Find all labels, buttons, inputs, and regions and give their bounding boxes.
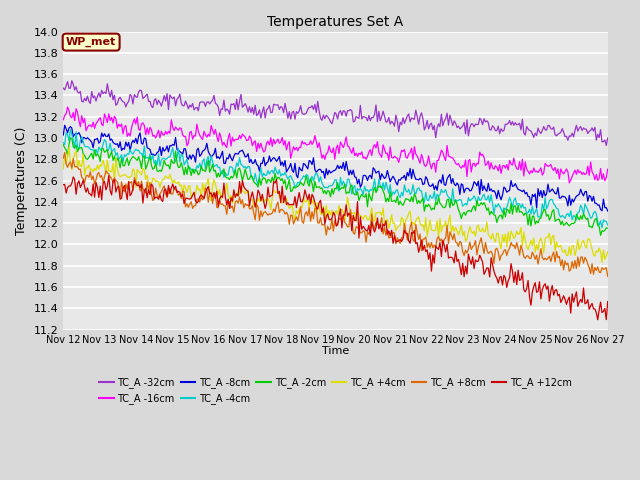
TC_A -8cm [530, 194, 538, 200]
TC_A -16cm [602, 175, 610, 180]
TC_A -32cm [530, 134, 538, 140]
TC_A -16cm [449, 155, 456, 161]
TC_A +4cm [65, 144, 73, 150]
TC_A -8cm [61, 122, 68, 128]
TC_A -2cm [602, 225, 610, 231]
TC_A +8cm [601, 266, 609, 272]
TC_A -8cm [60, 132, 67, 138]
TC_A -2cm [67, 135, 74, 141]
TC_A +12cm [602, 317, 610, 323]
TC_A -16cm [60, 117, 67, 123]
TC_A +12cm [105, 173, 113, 179]
Text: WP_met: WP_met [66, 37, 116, 47]
Title: Temperatures Set A: Temperatures Set A [268, 15, 404, 29]
TC_A +8cm [60, 156, 67, 161]
Line: TC_A +4cm: TC_A +4cm [63, 147, 608, 263]
TC_A +4cm [97, 162, 104, 168]
TC_A -2cm [60, 142, 67, 147]
TC_A -4cm [341, 182, 349, 188]
TC_A +4cm [341, 217, 349, 223]
TC_A +8cm [604, 274, 612, 279]
TC_A -16cm [341, 141, 349, 146]
TC_A -16cm [604, 167, 612, 172]
TC_A +12cm [95, 194, 102, 200]
TC_A -2cm [530, 213, 538, 219]
TC_A -4cm [60, 140, 67, 145]
TC_A -16cm [79, 120, 87, 126]
TC_A +4cm [449, 223, 456, 229]
TC_A -32cm [449, 123, 456, 129]
TC_A -2cm [79, 151, 87, 156]
Line: TC_A -2cm: TC_A -2cm [63, 138, 608, 235]
TC_A -2cm [97, 158, 104, 164]
Legend: TC_A -32cm, TC_A -16cm, TC_A -8cm, TC_A -4cm, TC_A -2cm, TC_A +4cm, TC_A +8cm, T: TC_A -32cm, TC_A -16cm, TC_A -8cm, TC_A … [95, 373, 576, 408]
Y-axis label: Temperatures (C): Temperatures (C) [15, 126, 28, 235]
TC_A +8cm [97, 174, 104, 180]
TC_A -32cm [601, 137, 609, 143]
Line: TC_A +8cm: TC_A +8cm [63, 153, 608, 276]
TC_A +8cm [61, 150, 68, 156]
TC_A +12cm [449, 255, 456, 261]
TC_A +8cm [79, 176, 87, 181]
TC_A -16cm [566, 180, 573, 186]
TC_A -4cm [67, 127, 74, 132]
TC_A -2cm [449, 203, 456, 208]
TC_A -16cm [97, 115, 104, 120]
TC_A -8cm [449, 176, 456, 181]
TC_A -4cm [598, 225, 606, 231]
TC_A -4cm [604, 222, 612, 228]
TC_A -8cm [601, 205, 609, 211]
TC_A +4cm [530, 235, 538, 241]
TC_A +12cm [60, 182, 67, 188]
TC_A +12cm [594, 317, 602, 323]
TC_A -8cm [79, 135, 87, 141]
TC_A +12cm [341, 213, 349, 218]
Line: TC_A +12cm: TC_A +12cm [63, 176, 608, 320]
TC_A -8cm [604, 208, 612, 214]
TC_A -32cm [602, 143, 610, 148]
TC_A -32cm [97, 94, 104, 100]
TC_A +12cm [78, 181, 86, 187]
TC_A +4cm [602, 253, 610, 259]
TC_A -2cm [341, 181, 349, 187]
TC_A -32cm [79, 99, 87, 105]
TC_A +4cm [79, 152, 87, 157]
TC_A -2cm [596, 232, 604, 238]
TC_A -4cm [530, 212, 538, 217]
TC_A +4cm [598, 260, 606, 265]
TC_A +4cm [60, 166, 67, 172]
TC_A +8cm [530, 252, 538, 258]
TC_A -4cm [79, 139, 87, 144]
TC_A -32cm [604, 135, 612, 141]
X-axis label: Time: Time [322, 346, 349, 356]
TC_A +12cm [604, 299, 612, 304]
TC_A -4cm [602, 219, 610, 225]
TC_A +12cm [530, 284, 538, 289]
TC_A +8cm [341, 219, 349, 225]
Line: TC_A -32cm: TC_A -32cm [63, 81, 608, 145]
TC_A -16cm [530, 165, 538, 171]
TC_A -8cm [341, 168, 349, 173]
TC_A +8cm [449, 237, 456, 242]
Line: TC_A -16cm: TC_A -16cm [63, 107, 608, 183]
TC_A -16cm [64, 104, 72, 110]
TC_A -2cm [604, 225, 612, 231]
TC_A -32cm [341, 108, 349, 114]
TC_A -4cm [449, 186, 456, 192]
TC_A -4cm [97, 147, 104, 153]
TC_A +4cm [604, 249, 612, 255]
TC_A -32cm [60, 85, 67, 91]
Line: TC_A -4cm: TC_A -4cm [63, 130, 608, 228]
TC_A -8cm [97, 139, 104, 144]
TC_A -32cm [68, 78, 76, 84]
Line: TC_A -8cm: TC_A -8cm [63, 125, 608, 211]
